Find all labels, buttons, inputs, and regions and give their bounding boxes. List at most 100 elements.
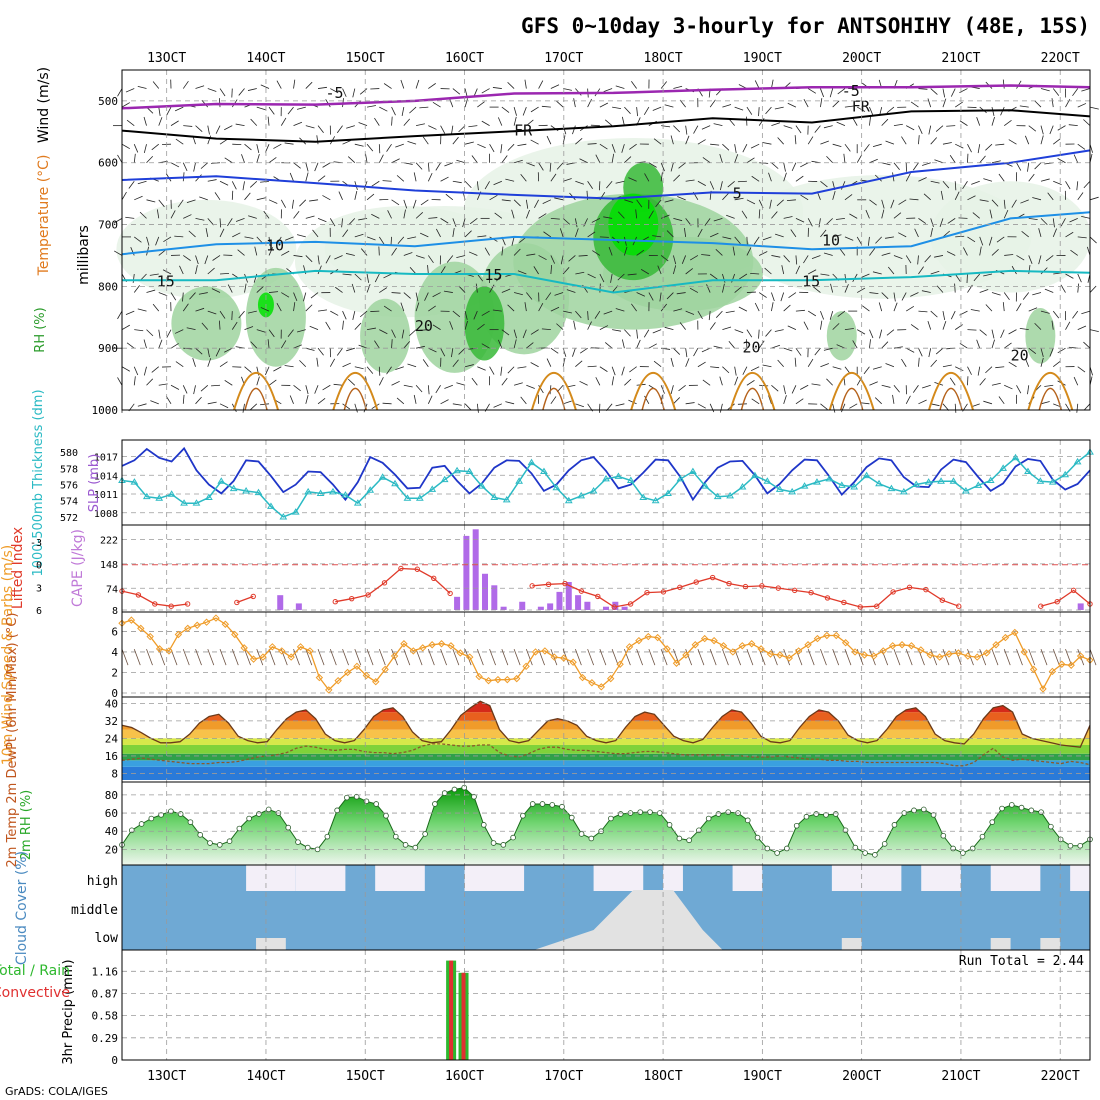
wind-barb [556, 323, 564, 330]
wind-barb [734, 376, 739, 386]
wind-barb [660, 303, 667, 312]
wind-barb [484, 247, 490, 256]
wind-barb [428, 217, 438, 219]
wind-barb [451, 125, 454, 135]
wind-barb [592, 250, 601, 256]
thickness-tick-label: 574 [60, 497, 78, 508]
wind-barb [750, 143, 760, 149]
surface-wind-barb [231, 648, 239, 666]
wind-barb [114, 218, 123, 224]
rh-marker [930, 812, 937, 818]
wind-barb [152, 81, 160, 89]
surface-wind-barb [722, 648, 729, 666]
wind-barb [710, 143, 720, 146]
wind-barb [549, 162, 552, 172]
wind-barb [832, 143, 842, 148]
wind-barb [563, 310, 573, 314]
wind-barb [1002, 302, 1005, 312]
wind-speed-marker [982, 649, 991, 657]
wind-barb [909, 198, 919, 201]
wind-barb [501, 377, 508, 386]
wind-barb [297, 329, 306, 333]
thickness-marker [676, 474, 685, 482]
thickness-marker [713, 492, 722, 500]
wind-barb [949, 377, 956, 386]
wind-barb [881, 341, 889, 349]
wind-barb [628, 399, 637, 405]
thickness-series-line [121, 451, 1091, 518]
wind-barb [374, 273, 380, 283]
wind-barb [1077, 192, 1084, 201]
wind-barb [673, 255, 677, 265]
wind-barb [473, 310, 478, 320]
wind-barb [468, 251, 478, 256]
wind-barb [492, 87, 502, 89]
wind-barb [260, 180, 270, 183]
wind-barb [643, 329, 650, 338]
wind-barb [207, 179, 217, 182]
lifted-index-line [532, 576, 959, 608]
wind-speed-marker [588, 679, 596, 687]
thickness-marker [204, 493, 213, 500]
wind-barb [1016, 303, 1022, 312]
thickness-marker [242, 487, 250, 494]
wind-barb [464, 180, 472, 189]
wind-barb [329, 218, 336, 227]
wind-barb [182, 385, 188, 394]
wind-barb [379, 287, 388, 293]
wind-barb [397, 236, 405, 244]
wind-speed-marker [635, 636, 643, 645]
wind-barb [918, 125, 923, 134]
wind-barb [636, 107, 638, 117]
wind-barb [1019, 105, 1029, 108]
wind-barb [1028, 307, 1038, 312]
wind-barb [734, 197, 744, 201]
wind-barb [550, 255, 556, 264]
wind-barb [513, 382, 523, 386]
wind-barb [166, 329, 172, 338]
wind-barb [574, 228, 579, 238]
wind-barb [354, 190, 358, 200]
wind-barb [422, 136, 429, 145]
thickness-marker [304, 487, 313, 495]
contour-label: -5 [842, 82, 860, 100]
wind-barb [575, 403, 585, 408]
surface-wind-barb [342, 648, 349, 666]
wind-barb [263, 210, 270, 219]
wind-barb [722, 326, 732, 331]
surface-wind-barb [979, 648, 987, 666]
wind-barb [794, 135, 797, 145]
wind-barb [219, 310, 226, 319]
wind-barb [117, 377, 123, 386]
slp-axis-label: SLP (mb) [87, 454, 102, 513]
wind-barb [771, 255, 781, 258]
thickness-tick-label: 578 [60, 464, 78, 475]
wind-barb [132, 273, 135, 283]
x-tick-label-top: 19OCT [743, 51, 782, 66]
wind-barb [898, 199, 907, 205]
wind-barb [624, 378, 632, 386]
wind-barb [287, 106, 294, 115]
thickness-tick-label: 576 [60, 481, 78, 492]
thickness-marker [1024, 467, 1032, 475]
wind-barb [475, 283, 478, 293]
wind-barb [820, 180, 828, 188]
hot-surface-contour [343, 387, 368, 411]
wind-barb [374, 340, 380, 349]
wind-barb [595, 377, 601, 386]
wind-barb [342, 88, 347, 97]
wind-barb [309, 199, 319, 202]
wind-barb [628, 177, 637, 182]
wind-barb [219, 361, 228, 368]
wind-speed-marker [719, 642, 728, 650]
wind-speed-marker [447, 642, 455, 650]
wind-barb [976, 339, 981, 349]
precip-frame [121, 949, 1091, 1061]
wind-barb [701, 125, 711, 130]
wind-barb [1034, 100, 1042, 108]
wind-barb [556, 162, 564, 170]
rh-marker [705, 815, 712, 822]
contour-label: 20 [1011, 347, 1029, 365]
wind-barb [538, 255, 547, 261]
wind-barb [371, 213, 380, 219]
